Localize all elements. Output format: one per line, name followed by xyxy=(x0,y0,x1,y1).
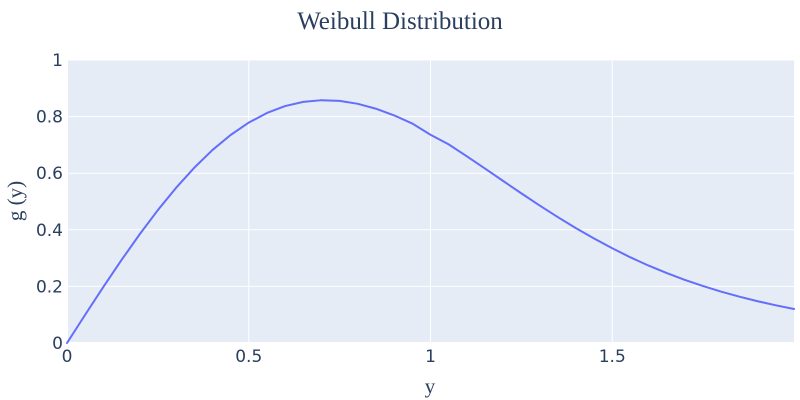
x-tick-label: 0.5 xyxy=(235,347,262,367)
y-tick-label: 0 xyxy=(52,334,63,354)
y-tick-label: 1 xyxy=(52,51,63,71)
chart-title: Weibull Distribution xyxy=(297,8,503,35)
y-tick-label: 0.2 xyxy=(36,277,63,297)
x-tick-label: 1.5 xyxy=(599,347,626,367)
y-tick-label: 0.6 xyxy=(36,164,63,184)
x-tick-label: 1 xyxy=(425,347,436,367)
y-tick-label: 0.8 xyxy=(36,108,63,128)
y-tick-labels: 0 0.2 0.4 0.6 0.8 1 xyxy=(36,51,63,354)
x-grid xyxy=(66,60,613,343)
y-axis-label: g (y) xyxy=(3,181,27,221)
x-axis-label: y xyxy=(425,374,436,398)
x-tick-label: 0 xyxy=(62,347,73,367)
y-tick-label: 0.4 xyxy=(36,221,63,241)
x-tick-labels: 0 0.5 1 1.5 xyxy=(62,347,626,367)
weibull-curve xyxy=(66,99,795,344)
